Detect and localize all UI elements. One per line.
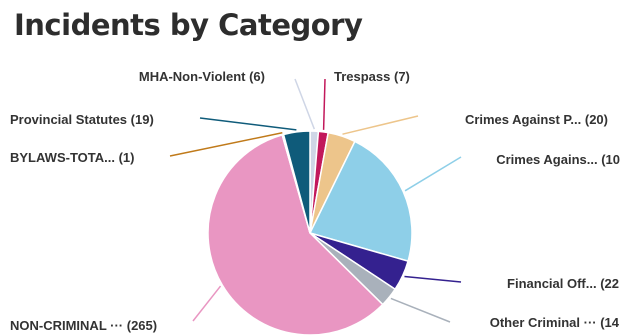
- leader-line-2: [322, 78, 326, 130]
- slice-label-9: Provincial Statutes (19): [10, 112, 154, 127]
- slice-label-6: Other Criminal ··· (14: [490, 315, 620, 330]
- leader-line-1: [294, 78, 316, 130]
- slice-label-1: MHA-Non-Violent (6): [139, 69, 265, 84]
- pie-slice-9[interactable]: [282, 130, 311, 234]
- chart-title: Incidents by Category: [14, 8, 363, 42]
- slice-label-7: NON-CRIMINAL ··· (265): [10, 318, 157, 333]
- leader-line-5: [404, 275, 462, 283]
- leader-line-7: [192, 285, 222, 322]
- slice-label-2: Trespass (7): [334, 69, 410, 84]
- pie-slice-4[interactable]: [308, 140, 413, 263]
- leader-line-4: [404, 156, 462, 192]
- slice-label-3: Crimes Against P... (20): [465, 112, 608, 127]
- leader-line-8: [169, 132, 283, 157]
- slice-label-8: BYLAWS-TOTA... (1): [10, 150, 134, 165]
- leader-line-6: [390, 297, 451, 323]
- leader-line-3: [342, 115, 419, 135]
- leader-line-9: [199, 117, 297, 131]
- slice-label-4: Crimes Agains... (10: [496, 152, 620, 167]
- slice-label-5: Financial Off... (22: [507, 276, 619, 291]
- pie-slice-7[interactable]: [207, 133, 384, 336]
